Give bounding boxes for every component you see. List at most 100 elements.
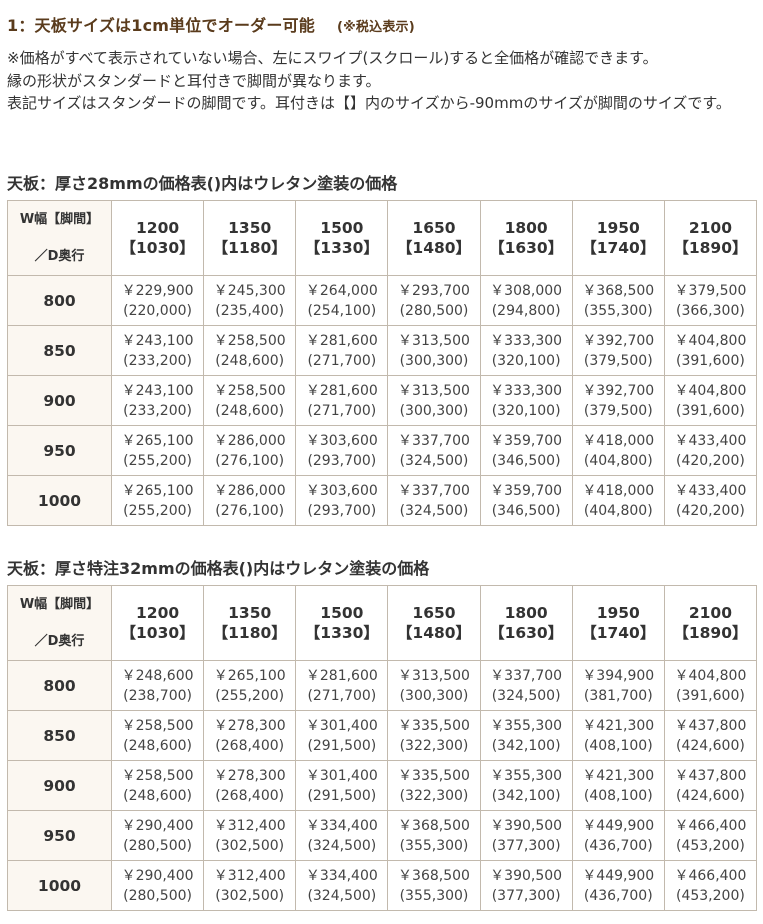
urethane-price-value: (381,700)	[583, 687, 653, 704]
price-value: ￥293,700	[398, 282, 470, 299]
price-table-28mm-title: 天板：厚さ28mmの価格表()内はウレタン塗装の価格	[7, 174, 398, 193]
price-value: ￥281,600	[305, 667, 378, 684]
price-cell: ￥229,900 (220,000)	[110, 275, 205, 326]
price-cell: ￥258,500 (248,600)	[203, 325, 297, 376]
price-value: ￥337,700	[490, 667, 563, 684]
price-value: ￥355,300	[490, 717, 563, 734]
price-value: ￥258,500	[213, 382, 286, 399]
urethane-price-value: (291,500)	[307, 787, 377, 804]
leg-span-value: 【1480】	[396, 624, 472, 642]
price-value: ￥418,000	[582, 482, 655, 499]
price-cell: ￥404,800 (391,600)	[663, 375, 758, 426]
width-header: 1200 【1030】	[110, 585, 205, 661]
price-value: ￥245,300	[213, 282, 286, 299]
depth-header: 900	[7, 375, 112, 426]
price-table-28mm: W幅【脚間】 ／D奥行 1200 【1030】 1350 【1180】 1500 【133…	[7, 200, 758, 526]
width-header: 1350 【1180】	[203, 200, 297, 276]
price-cell: ￥337,700 (324,500)	[387, 425, 481, 476]
width-value: 1350	[228, 219, 272, 237]
price-cell: ￥404,800 (391,600)	[663, 660, 758, 711]
price-cell: ￥264,000 (254,100)	[295, 275, 389, 326]
price-cell: ￥404,800 (391,600)	[663, 325, 758, 376]
urethane-price-value: (436,700)	[583, 887, 653, 904]
table-row: 900 ￥258,500 (248,600) ￥278,300 (268,400) ￥30…	[7, 760, 758, 811]
price-cell: ￥335,500 (322,300)	[387, 710, 481, 761]
width-value: 1650	[412, 604, 456, 622]
price-value: ￥258,500	[121, 717, 194, 734]
urethane-price-value: (291,500)	[307, 737, 377, 754]
price-cell: ￥258,500 (248,600)	[110, 760, 205, 811]
urethane-price-value: (346,500)	[491, 502, 561, 519]
price-cell: ￥290,400 (280,500)	[110, 860, 205, 911]
price-value: ￥313,500	[398, 382, 470, 399]
price-value: ￥301,400	[305, 717, 378, 734]
urethane-price-value: (302,500)	[215, 837, 285, 854]
price-table-32mm: W幅【脚間】 ／D奥行 1200 【1030】 1350 【1180】 1500 【133…	[7, 585, 758, 911]
urethane-price-value: (324,500)	[491, 687, 561, 704]
urethane-price-value: (320,100)	[491, 402, 561, 419]
price-value: ￥301,400	[305, 767, 378, 784]
price-value: ￥258,500	[121, 767, 194, 784]
depth-header: 1000	[7, 860, 112, 911]
urethane-price-value: (324,500)	[399, 502, 469, 519]
width-value: 1500	[320, 604, 364, 622]
price-value: ￥379,500	[674, 282, 747, 299]
price-value: ￥404,800	[674, 332, 747, 349]
price-value: ￥313,500	[398, 332, 470, 349]
depth-header: 900	[7, 760, 112, 811]
urethane-price-value: (280,500)	[123, 887, 192, 904]
depth-header: 800	[7, 275, 112, 326]
urethane-price-value: (293,700)	[307, 502, 377, 519]
note-scroll: ※価格がすべて表示されていない場合、左にスワイプ(スクロール)すると全価格が確認…	[7, 49, 658, 67]
price-value: ￥466,400	[674, 817, 747, 834]
urethane-price-value: (300,300)	[399, 352, 469, 369]
urethane-price-value: (453,200)	[676, 887, 745, 904]
price-cell: ￥359,700 (346,500)	[479, 475, 573, 526]
urethane-price-value: (248,600)	[123, 737, 192, 754]
width-header: 1650 【1480】	[387, 585, 481, 661]
price-value: ￥334,400	[305, 867, 378, 884]
price-cell: ￥313,500 (300,300)	[387, 325, 481, 376]
table-row: 900 ￥243,100 (233,200) ￥258,500 (248,600) ￥28…	[7, 375, 758, 426]
urethane-price-value: (271,700)	[307, 402, 377, 419]
urethane-price-value: (302,500)	[215, 887, 285, 904]
price-cell: ￥303,600 (293,700)	[295, 425, 389, 476]
urethane-price-value: (300,300)	[399, 687, 469, 704]
urethane-price-value: (271,700)	[307, 352, 377, 369]
price-value: ￥466,400	[674, 867, 747, 884]
price-cell: ￥248,600 (238,700)	[110, 660, 205, 711]
depth-header: 950	[7, 425, 112, 476]
price-value: ￥421,300	[582, 717, 655, 734]
price-value: ￥404,800	[674, 667, 747, 684]
price-cell: ￥258,500 (248,600)	[203, 375, 297, 426]
price-cell: ￥449,900 (436,700)	[571, 860, 665, 911]
price-value: ￥243,100	[121, 332, 194, 349]
price-cell: ￥335,500 (322,300)	[387, 760, 481, 811]
urethane-price-value: (408,100)	[583, 787, 653, 804]
urethane-price-value: (355,300)	[583, 302, 653, 319]
leg-span-value: 【1630】	[489, 624, 564, 642]
price-cell: ￥313,500 (300,300)	[387, 375, 481, 426]
leg-span-value: 【1890】	[673, 624, 748, 642]
width-header: 1800 【1630】	[479, 585, 573, 661]
table-row: 800 ￥229,900 (220,000) ￥245,300 (235,400) ￥26…	[7, 275, 758, 326]
price-cell: ￥418,000 (404,800)	[571, 475, 665, 526]
price-cell: ￥433,400 (420,200)	[663, 425, 758, 476]
price-cell: ￥278,300 (268,400)	[203, 760, 297, 811]
urethane-price-value: (271,700)	[307, 687, 377, 704]
leg-span-value: 【1180】	[212, 624, 287, 642]
price-cell: ￥392,700 (379,500)	[571, 375, 665, 426]
urethane-price-value: (379,500)	[583, 402, 653, 419]
depth-header: 950	[7, 810, 112, 861]
leg-span-value: 【1630】	[489, 239, 564, 257]
urethane-price-value: (280,500)	[399, 302, 469, 319]
urethane-price-value: (366,300)	[676, 302, 745, 319]
price-cell: ￥390,500 (377,300)	[479, 810, 573, 861]
price-value: ￥290,400	[121, 817, 194, 834]
price-value: ￥394,900	[582, 667, 655, 684]
width-header: 1950 【1740】	[571, 200, 665, 276]
width-value: 1950	[596, 604, 640, 622]
table-row: 1000 ￥290,400 (280,500) ￥312,400 (302,500) ￥3…	[7, 860, 758, 911]
price-value: ￥312,400	[213, 867, 286, 884]
leg-span-value: 【1480】	[396, 239, 472, 257]
